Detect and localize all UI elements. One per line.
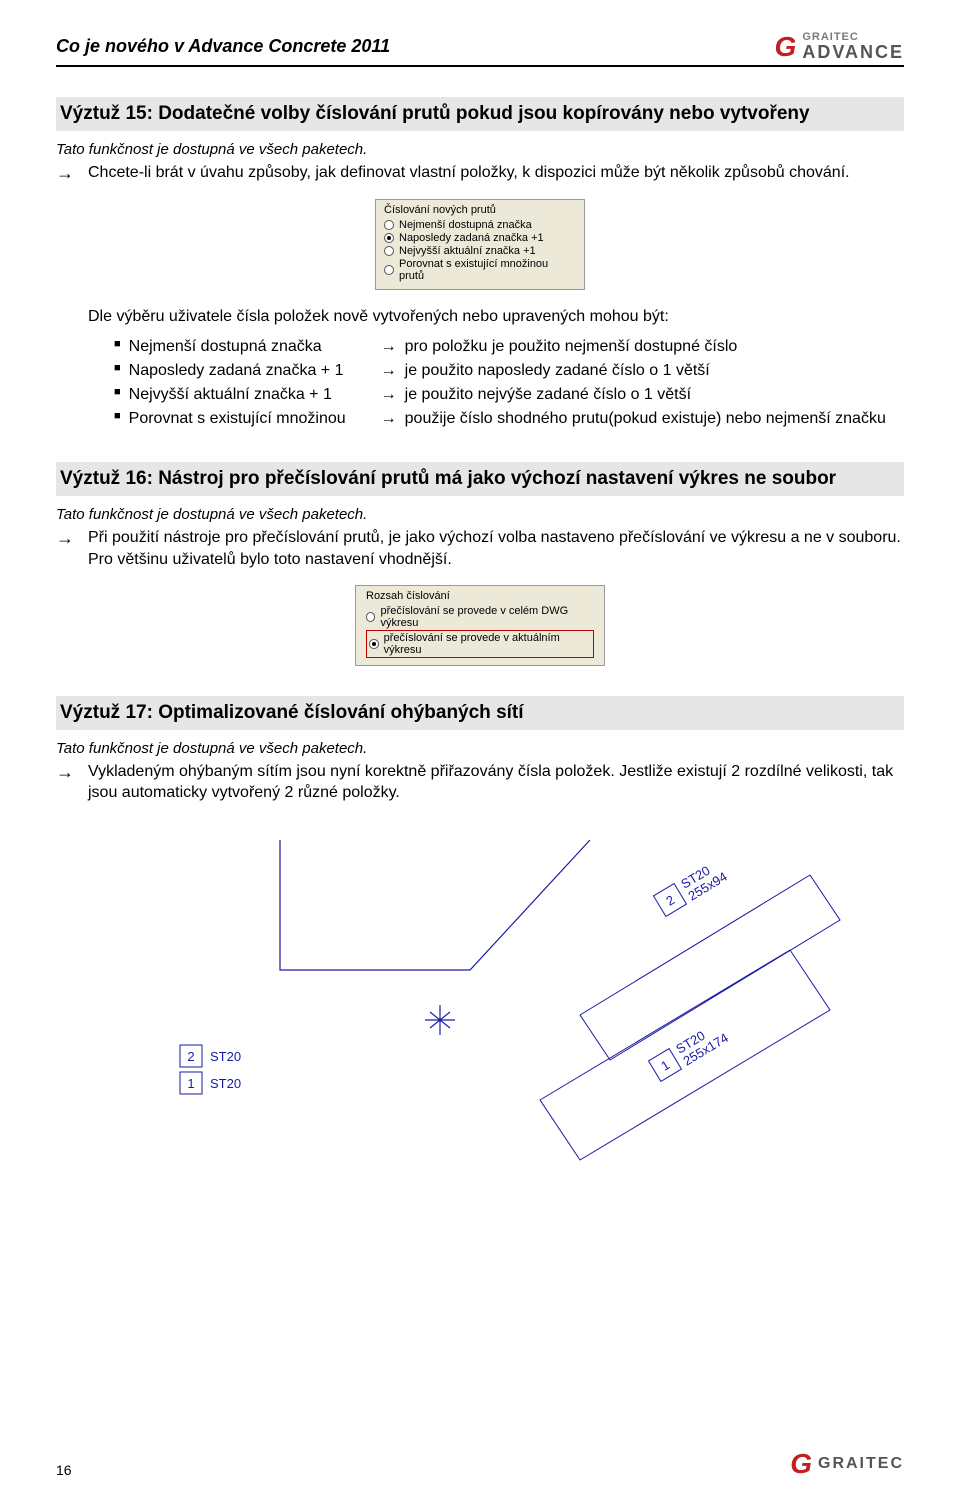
logo-mark-icon: G	[790, 1450, 812, 1478]
panel-title: Číslování nových prutů	[384, 204, 576, 216]
radio-label: Nejmenší dostupná značka	[399, 219, 532, 231]
page-number: 16	[56, 1462, 72, 1478]
opt-desc: je použito naposledy zadané číslo o 1 vě…	[405, 360, 892, 382]
arrow-icon: →	[381, 408, 403, 430]
section-heading: Výztuž 16: Nástroj pro přečíslování prut…	[56, 462, 904, 496]
section-17: Výztuž 17: Optimalizované číslování ohýb…	[56, 696, 904, 1180]
radio-label: přečíslování se provede v aktuálním výkr…	[384, 632, 591, 656]
availability-note: Tato funkčnost je dostupná ve všech pake…	[56, 506, 904, 523]
radio-icon	[366, 612, 375, 622]
radio-icon	[369, 639, 379, 649]
radio-icon	[384, 265, 394, 275]
body-text: Vykladeným ohýbaným sítím jsou nyní kore…	[88, 761, 904, 804]
footer-brand: GRAITEC	[818, 1456, 904, 1472]
arrow-icon: →	[56, 761, 74, 784]
radio-label: Naposledy zadaná značka +1	[399, 232, 544, 244]
panel-screenshot-2: Rozsah číslování přečíslování se provede…	[56, 585, 904, 666]
radio-label: Nejvyšší aktuální značka +1	[399, 245, 536, 257]
section-heading: Výztuž 15: Dodatečné volby číslování pru…	[56, 97, 904, 131]
arrow-icon: →	[56, 162, 74, 185]
panel-screenshot-1: Číslování nových prutů Nejmenší dostupná…	[56, 199, 904, 290]
opt-label: Porovnat s existující množinou	[129, 408, 379, 430]
opt-desc: pro položku je použito nejmenší dostupné…	[405, 336, 892, 358]
opt-label: Nejmenší dostupná značka	[129, 336, 379, 358]
opt-label: Nejvyšší aktuální značka + 1	[129, 384, 379, 406]
arrow-icon: →	[56, 527, 74, 550]
availability-note: Tato funkčnost je dostupná ve všech pake…	[56, 740, 904, 757]
arrow-icon: →	[381, 336, 403, 358]
footer-logo: G GRAITEC	[790, 1450, 904, 1478]
arrow-icon: →	[381, 384, 403, 406]
legend-num: 2	[187, 1049, 194, 1064]
radio-icon	[384, 233, 394, 243]
bullet-icon: ■	[114, 408, 127, 430]
callout-num: 1	[658, 1057, 672, 1074]
logo-mark-icon: G	[775, 33, 797, 61]
option-table: ■ Nejmenší dostupná značka → pro položku…	[112, 334, 894, 432]
section-heading: Výztuž 17: Optimalizované číslování ohýb…	[56, 696, 904, 730]
header-rule	[56, 65, 904, 67]
arrow-icon: →	[381, 360, 403, 382]
brand-logo: G GRAITEC ADVANCE	[775, 32, 904, 61]
brand-bottom: ADVANCE	[802, 43, 904, 61]
diagram: 2 ST20 1 ST20 2 ST20 25	[56, 820, 904, 1180]
callout-num: 2	[663, 892, 677, 909]
section-15: Výztuž 15: Dodatečné volby číslování pru…	[56, 97, 904, 432]
bullet-icon: ■	[114, 336, 127, 358]
body-text: Chcete-li brát v úvahu způsoby, jak defi…	[88, 162, 850, 184]
opt-label: Naposledy zadaná značka + 1	[129, 360, 379, 382]
legend-label: ST20	[210, 1049, 241, 1064]
legend-num: 1	[187, 1076, 194, 1091]
radio-icon	[384, 220, 394, 230]
bullet-icon: ■	[114, 360, 127, 382]
radio-icon	[384, 246, 394, 256]
page-header-title: Co je nového v Advance Concrete 2011	[56, 36, 390, 57]
legend-label: ST20	[210, 1076, 241, 1091]
availability-note: Tato funkčnost je dostupná ve všech pake…	[56, 141, 904, 158]
radio-label: Porovnat s existující množinou prutů	[399, 258, 576, 282]
radio-label: přečíslování se provede v celém DWG výkr…	[380, 605, 594, 629]
list-intro: Dle výběru uživatele čísla položek nově …	[88, 308, 904, 326]
body-text: Při použití nástroje pro přečíslování pr…	[88, 527, 904, 570]
opt-desc: použije číslo shodného prutu(pokud exist…	[405, 408, 892, 430]
opt-desc: je použito nejvýše zadané číslo o 1 větš…	[405, 384, 892, 406]
panel-title: Rozsah číslování	[366, 590, 594, 602]
bullet-icon: ■	[114, 384, 127, 406]
section-16: Výztuž 16: Nástroj pro přečíslování prut…	[56, 462, 904, 665]
